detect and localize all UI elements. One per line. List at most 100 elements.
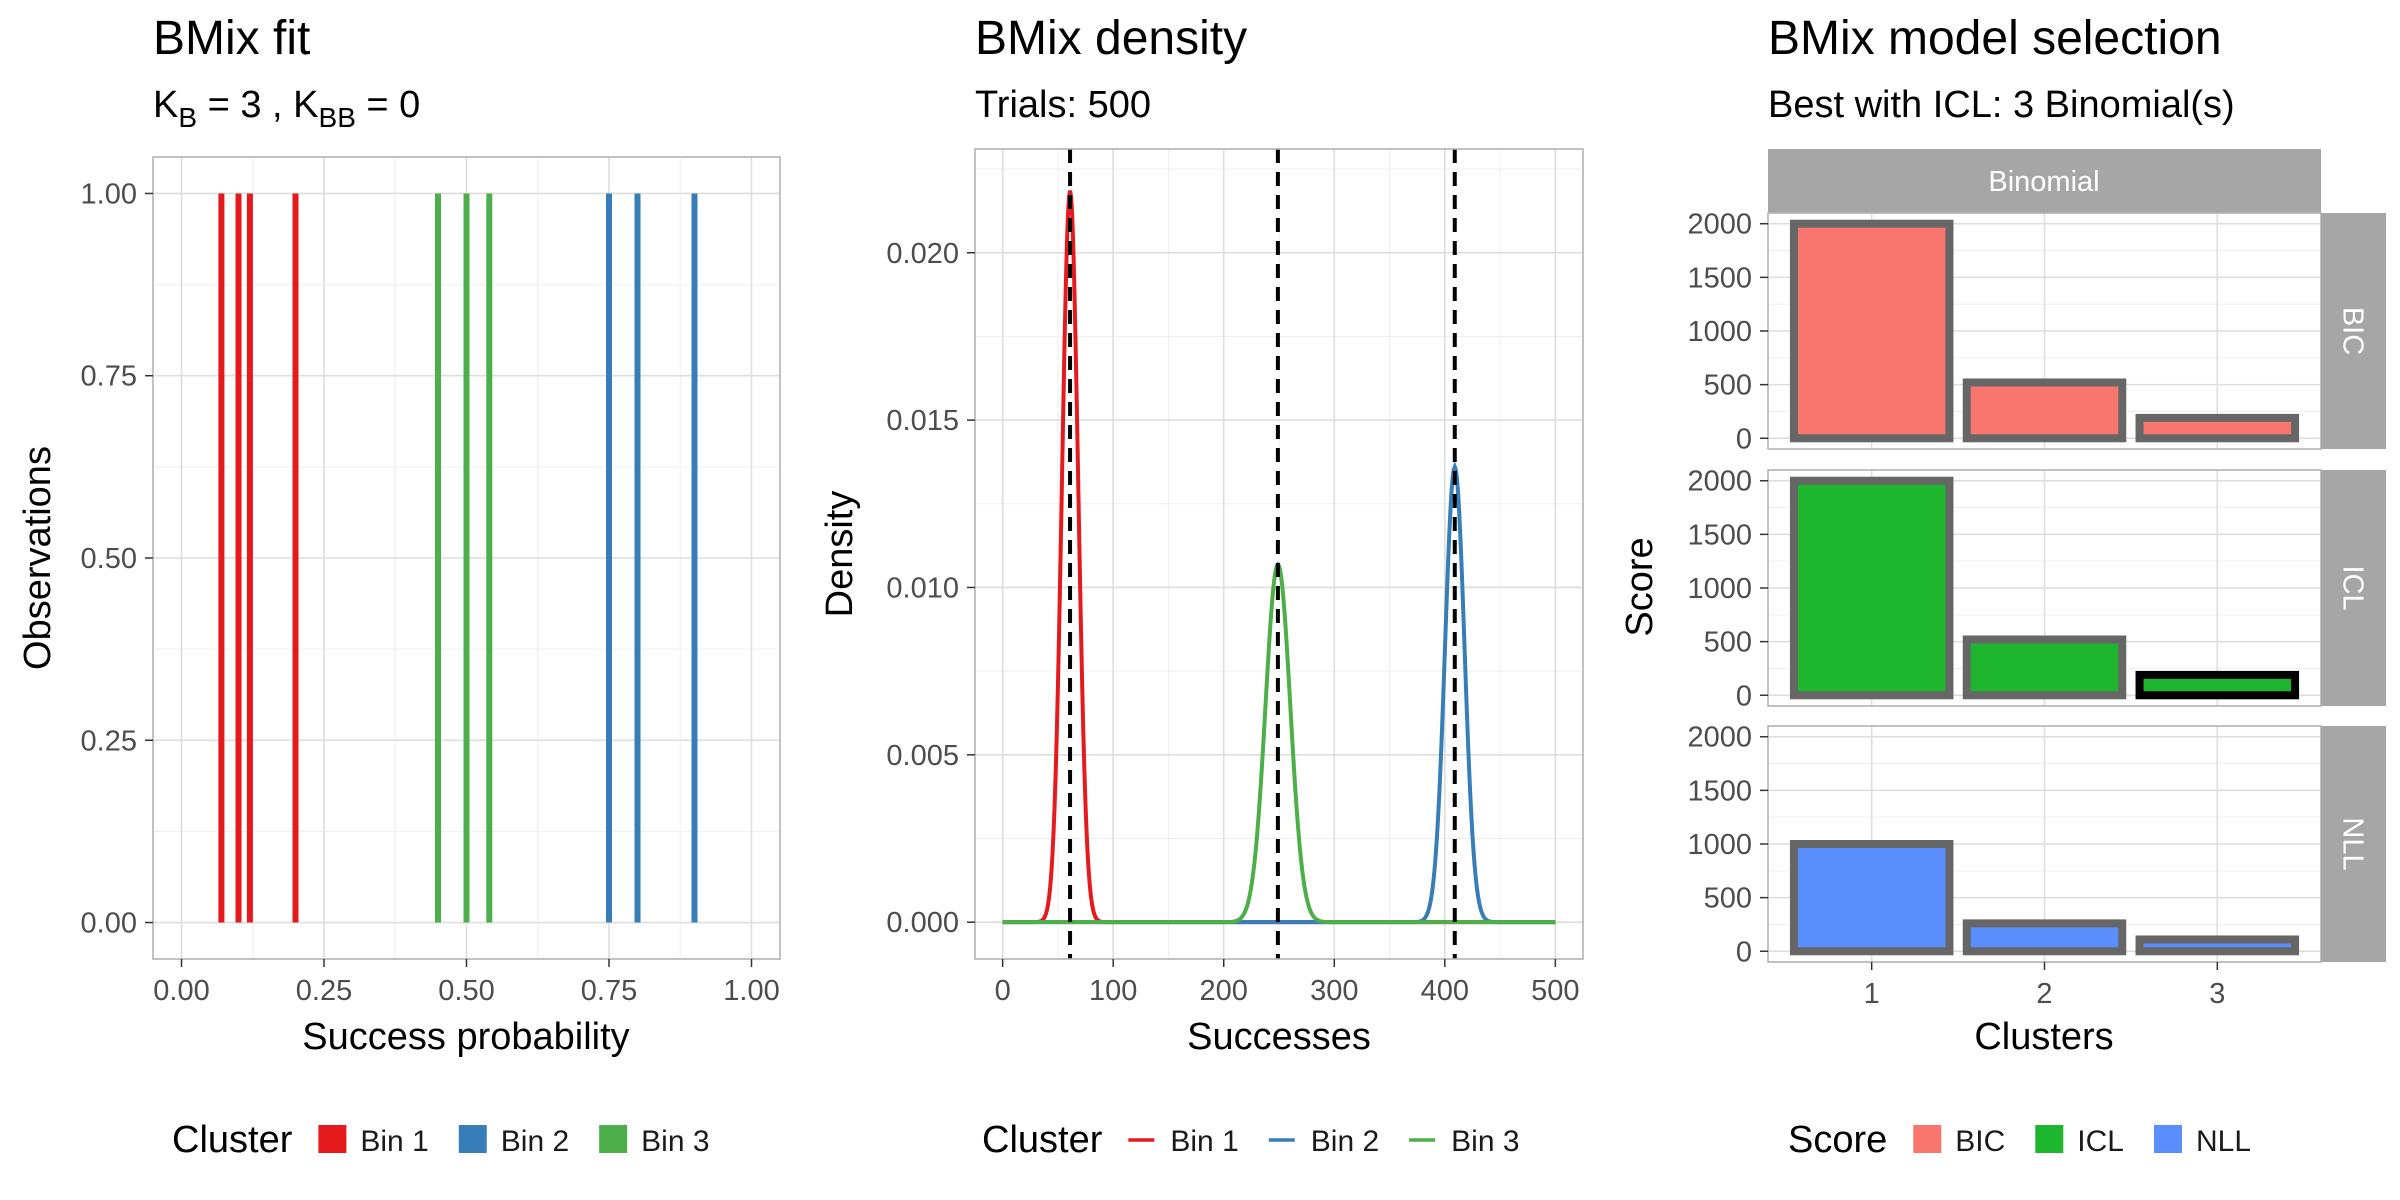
density-legend: Cluster Bin 1 Bin 2 Bin 3 — [982, 1119, 1520, 1161]
y-tick-label: 500 — [1704, 883, 1752, 915]
x-tick-label: 400 — [1421, 975, 1469, 1007]
x-tick-label: 0.50 — [438, 975, 494, 1007]
fit-x-axis: 0.00 0.25 0.50 0.75 1.00 — [153, 959, 780, 1007]
binomial-strip — [1768, 149, 2321, 213]
y-tick-label: 1500 — [1687, 262, 1752, 294]
facet-nll: 0 500 1000 1500 2000 NLL — [1687, 722, 2386, 968]
density-y-axis-title: Density — [819, 491, 861, 618]
facet-strip-icl — [2321, 470, 2386, 706]
x-tick-label: 0.25 — [296, 975, 352, 1007]
fit-subtitle: KB = 3 , KBB = 0 — [153, 84, 420, 133]
legend-label-nll: NLL — [2196, 1125, 2251, 1158]
bar-bic-1 — [1789, 219, 1954, 443]
legend-label-bic: BIC — [1955, 1125, 2005, 1158]
density-title: BMix density — [975, 12, 1247, 65]
fit-title: BMix fit — [153, 12, 310, 65]
y-tick-label: 0 — [1736, 680, 1752, 712]
y-tick-label: 1500 — [1687, 775, 1752, 807]
facet-strip-label-nll: NLL — [2337, 817, 2369, 870]
legend-key-bin-2 — [458, 1125, 487, 1153]
y-tick-label: 1000 — [1687, 573, 1752, 605]
density-panel-border — [974, 148, 1584, 960]
selection-x-axis-title: Clusters — [1974, 1016, 2113, 1058]
fit-bars — [218, 193, 698, 923]
density-subtitle: Trials: 500 — [975, 84, 1151, 126]
legend-key-bin-1 — [318, 1125, 347, 1153]
binomial-strip-label: Binomial — [1988, 166, 2099, 198]
x-tick-label: 200 — [1200, 975, 1248, 1007]
y-tick-label: 1.00 — [81, 178, 137, 210]
selection-subtitle: Best with ICL: 3 Binomial(s) — [1768, 84, 2235, 126]
y-tick-label: 1500 — [1687, 519, 1752, 551]
x-tick-label: 500 — [1531, 975, 1579, 1007]
facet-strip-nll — [2321, 726, 2386, 962]
bar-icl-2 — [1962, 635, 2127, 700]
density-x-axis-title: Successes — [1187, 1016, 1371, 1058]
legend-title: Cluster — [172, 1119, 293, 1161]
bar-nll-3 — [2135, 935, 2300, 956]
density-chart: BMix density Trials: 500 0 100 200 300 400 50… — [819, 12, 1584, 1161]
x-tick-label: 100 — [1089, 975, 1137, 1007]
facet-icl: 0 500 1000 1500 2000 ICL — [1687, 466, 2386, 712]
y-tick-label: 0.50 — [81, 543, 137, 575]
bar-bic-3 — [2135, 413, 2300, 443]
legend-title: Score — [1788, 1119, 1887, 1161]
legend-label-icl: ICL — [2077, 1125, 2124, 1158]
y-tick-label: 500 — [1704, 627, 1752, 659]
y-tick-label: 2000 — [1687, 722, 1752, 754]
x-tick-label: 0.00 — [153, 975, 209, 1007]
facet-bic: 0 500 1000 1500 2000 BIC — [1687, 209, 2386, 455]
x-tick-label: 2 — [2036, 978, 2052, 1010]
bar-bic-2 — [1962, 378, 2127, 443]
bar-nll-2 — [1962, 919, 2127, 956]
legend-title: Cluster — [982, 1119, 1103, 1161]
density-lines — [1002, 149, 1556, 959]
x-tick-label: 0.75 — [581, 975, 637, 1007]
density-x-axis: 0 100 200 300 400 500 — [995, 959, 1580, 1007]
y-tick-label: 0.005 — [886, 740, 959, 772]
legend-label-bin-3: Bin 3 — [1451, 1125, 1519, 1158]
y-tick-label: 0.25 — [81, 725, 137, 757]
facet-strip-label-bic: BIC — [2337, 307, 2369, 355]
x-tick-label: 0 — [995, 975, 1011, 1007]
y-tick-label: 2000 — [1687, 466, 1752, 498]
y-tick-label: 0 — [1736, 423, 1752, 455]
x-tick-label: 1 — [1864, 978, 1880, 1010]
x-tick-label: 3 — [2209, 978, 2225, 1010]
y-tick-label: 0.000 — [886, 907, 959, 939]
legend-key-nll — [2153, 1125, 2182, 1153]
y-tick-label: 1000 — [1687, 829, 1752, 861]
facet-strip-bic — [2321, 213, 2386, 449]
model-selection-chart: BMix model selection Best with ICL: 3 Bi… — [1619, 12, 2386, 1161]
y-tick-label: 0.010 — [886, 572, 959, 604]
x-tick-label: 1.00 — [723, 975, 779, 1007]
fit-y-axis-title: Observations — [17, 446, 59, 670]
y-tick-label: 0.00 — [81, 908, 137, 940]
selection-legend: Score BIC ICL NLL — [1788, 1119, 2251, 1161]
selection-title: BMix model selection — [1768, 12, 2222, 65]
y-tick-label: 500 — [1704, 370, 1752, 402]
selection-y-axis-title: Score — [1619, 537, 1661, 636]
y-tick-label: 0 — [1736, 936, 1752, 968]
fit-y-axis: 0.00 0.25 0.50 0.75 1.00 — [81, 178, 153, 940]
bar-nll-1 — [1789, 840, 1954, 956]
fit-chart: BMix fit KB = 3 , KBB = 0 0.00 0.25 0.50 0.… — [17, 12, 781, 1161]
selection-facets: 0 500 1000 1500 2000 BIC 0 500 1000 1500 2000 ICL 0 5… — [1687, 209, 2386, 968]
fit-x-axis-title: Success probability — [302, 1016, 629, 1058]
legend-label-bin-1: Bin 1 — [1170, 1125, 1238, 1158]
y-tick-label: 0.015 — [886, 405, 959, 437]
fit-legend: Cluster Bin 1 Bin 2 Bin 3 — [172, 1119, 710, 1161]
y-tick-label: 0.75 — [81, 361, 137, 393]
y-tick-label: 1000 — [1687, 316, 1752, 348]
legend-key-icl — [2035, 1125, 2064, 1153]
y-tick-label: 2000 — [1687, 209, 1752, 241]
bar-icl-3 — [2135, 670, 2300, 700]
legend-key-bic — [1913, 1125, 1942, 1153]
legend-key-bin-3 — [599, 1125, 628, 1153]
y-tick-label: 0.020 — [886, 238, 959, 270]
bar-icl-1 — [1789, 476, 1954, 700]
density-y-axis: 0.000 0.005 0.010 0.015 0.020 — [886, 238, 975, 939]
legend-label-bin-2: Bin 2 — [501, 1125, 569, 1158]
legend-label-bin-3: Bin 3 — [641, 1125, 709, 1158]
